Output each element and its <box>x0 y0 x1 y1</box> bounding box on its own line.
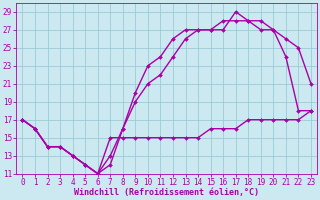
X-axis label: Windchill (Refroidissement éolien,°C): Windchill (Refroidissement éolien,°C) <box>74 188 259 197</box>
